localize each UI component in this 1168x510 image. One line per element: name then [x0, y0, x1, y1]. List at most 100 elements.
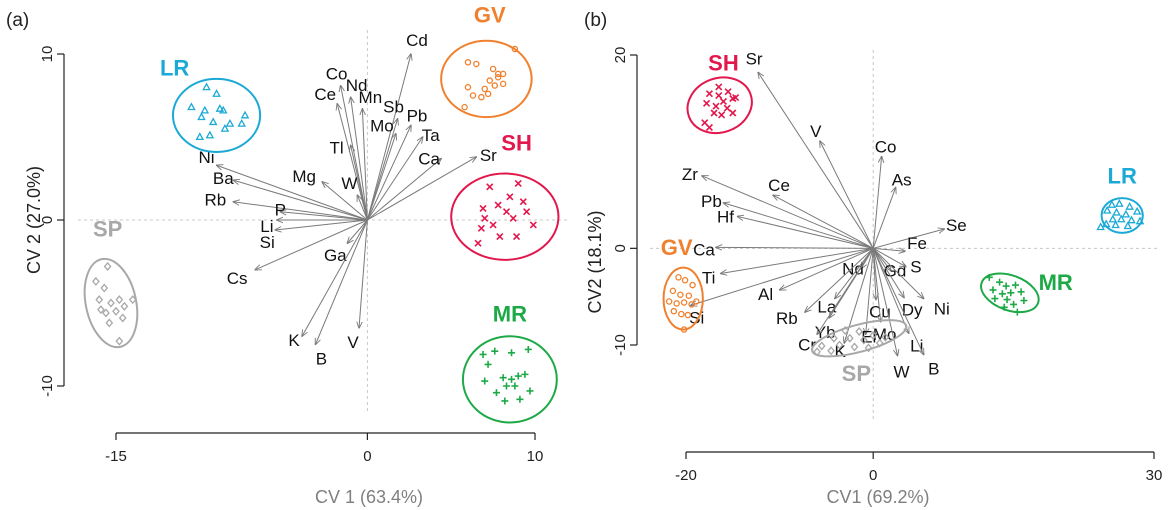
panel-b-group-sh: SH: [686, 50, 753, 135]
panel-b-vector-hf: [737, 216, 874, 249]
panel-a-label: (a): [6, 10, 29, 31]
panel-a-point-lr: [202, 82, 211, 91]
panel-b-vector-label-fe: Fe: [907, 234, 927, 253]
panel-a-vector-k: [302, 219, 368, 336]
panel-b-x-tick-label: 0: [869, 467, 877, 484]
panel-b-vector-ni: [872, 247, 924, 298]
panel-a-point-gv: [464, 59, 472, 66]
panel-b-vector-label-rb: Rb: [776, 309, 798, 328]
panel-a-vector-b: [315, 219, 368, 345]
panel-b-point-sp: [845, 333, 854, 343]
panel-a-point-sh: [494, 201, 502, 209]
panel-b-point-lr: [1112, 207, 1121, 216]
panel-a-point-sp: [112, 306, 120, 316]
panel-b: (b) CV2 (18.1%) CV1 (69.2%) -20 0 30 -10 0 20…: [584, 10, 1162, 507]
panel-a-x-tick-label: 0: [363, 448, 371, 465]
panel-b-vector-se: [873, 229, 944, 249]
panel-b-point-gv: [693, 298, 700, 305]
panel-b-vector-pb: [723, 203, 874, 249]
panel-b-vector-label-al: Al: [758, 285, 773, 304]
panel-b-y-tick-label: -10: [612, 334, 629, 356]
panel-b-point-lr: [1107, 200, 1117, 208]
panel-b-point-sh: [718, 111, 726, 119]
panel-b-point-lr: [1096, 222, 1105, 231]
panel-a-vector-mo: [366, 134, 395, 221]
panel-b-point-mr: [991, 295, 999, 303]
panel-b-point-lr: [1108, 214, 1118, 223]
panel-a-group-lr: LR: [160, 56, 262, 153]
panel-b-vector-ce: [773, 195, 874, 249]
panel-b-point-sp: [841, 326, 849, 335]
panel-a-group-label-lr: LR: [160, 56, 189, 81]
panel-a-point-gv: [481, 85, 488, 93]
panel-a-point-mr: [516, 395, 524, 403]
panel-b-vector-label-sr: Sr: [746, 49, 763, 68]
panel-a-vector-ni: [217, 165, 368, 221]
panel-a-point-sh: [477, 224, 485, 232]
panel-b-vector-ti: [721, 247, 874, 273]
panel-a-vector-label-cs: Cs: [227, 269, 248, 288]
panel-a-point-gv: [464, 83, 472, 91]
panel-a-vector-label-ca: Ca: [418, 150, 440, 169]
panel-a-vector-co: [341, 86, 368, 221]
panel-b-point-gv: [680, 326, 688, 333]
panel-a-group-label-sh: SH: [501, 130, 532, 155]
panel-b-group-label-sh: SH: [708, 50, 739, 75]
panel-a-point-lr: [197, 112, 206, 121]
panel-b-vector-dy: [872, 248, 904, 297]
panel-a-point-sh: [509, 214, 517, 222]
panel-a-point-sp: [105, 318, 114, 328]
panel-a-vector-label-nd: Nd: [346, 76, 368, 95]
panel-a-point-lr: [240, 110, 250, 119]
panel-b-vector-si: [691, 247, 874, 305]
panel-a-vector-ba: [233, 180, 368, 221]
panel-a-vector-label-rb: Rb: [204, 191, 226, 210]
panel-a-vector-label-v: V: [347, 333, 359, 352]
panel-a-point-sp: [107, 298, 115, 308]
panel-b-point-lr: [1127, 215, 1136, 224]
panel-b-point-mr: [1002, 282, 1010, 290]
panel-b-x-tick-label: -20: [675, 467, 697, 484]
panel-a-y-tick-label: 0: [39, 216, 56, 224]
panel-b-vector-s: [872, 247, 906, 266]
panel-b-vector-w: [872, 248, 897, 355]
panel-b-group-label-gv: GV: [661, 235, 693, 260]
panel-a-vector-nd: [351, 97, 368, 221]
panel-a-point-sp: [115, 336, 124, 346]
panel-a-vector-label-sr: Sr: [480, 146, 497, 165]
panel-b-point-sp: [864, 343, 873, 353]
panel-a-point-lr: [187, 102, 196, 111]
panel-b-vector-label-se: Se: [946, 216, 967, 235]
panel-b-point-lr: [1132, 206, 1142, 215]
panel-a-point-gv: [478, 93, 485, 101]
panel-a-point-gv: [499, 70, 507, 78]
panel-b-point-sh: [710, 109, 718, 117]
panel-a-vector-label-ba: Ba: [213, 169, 234, 188]
panel-b-point-mr: [1011, 281, 1019, 289]
panel-a-point-sp: [120, 301, 129, 311]
panel-b-point-lr: [1116, 214, 1126, 223]
panel-a-point-sp: [115, 295, 124, 305]
panel-b-point-sh: [723, 104, 731, 112]
panel-b-point-sh: [724, 88, 732, 96]
panel-a-group-ellipse-mr: [461, 335, 558, 424]
panel-b-vector-label-co: Co: [875, 138, 897, 157]
panel-a-vector-label-mo: Mo: [370, 117, 394, 136]
panel-a-point-sp: [97, 305, 105, 315]
panel-b-point-sp: [859, 335, 868, 345]
panel-b-point-lr: [1135, 216, 1145, 225]
panel-a-point-mr: [491, 347, 499, 355]
panel-b-group-label-sp: SP: [842, 361, 871, 386]
panel-a-vector-si: [275, 219, 368, 230]
panel-a-point-gv: [491, 82, 499, 89]
panel-b-point-mr: [1007, 289, 1015, 297]
panel-a-group-ellipse-sp: [83, 257, 139, 349]
panel-a-point-mr: [521, 370, 529, 378]
panel-a-point-sh: [506, 193, 514, 201]
panel-b-vector-label-dy: Dy: [902, 301, 923, 320]
panel-a-vector-label-mn: Mn: [359, 88, 383, 107]
panel-b-vector-sr: [758, 72, 874, 249]
panel-a-vector-cd: [366, 54, 411, 221]
panel-b-vector-ca: [716, 247, 874, 248]
panel-a-group-ellipse-lr: [171, 77, 262, 153]
